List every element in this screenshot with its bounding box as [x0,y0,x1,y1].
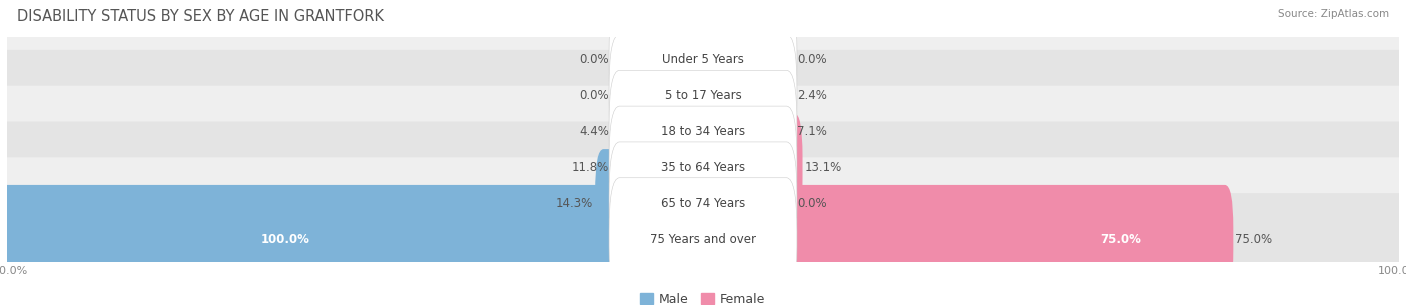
Text: 18 to 34 Years: 18 to 34 Years [661,125,745,138]
FancyBboxPatch shape [609,142,797,264]
Text: 0.0%: 0.0% [797,53,827,66]
Text: 75.0%: 75.0% [1236,232,1272,246]
FancyBboxPatch shape [0,50,1406,142]
FancyBboxPatch shape [0,86,1406,178]
Text: 11.8%: 11.8% [572,161,609,174]
FancyBboxPatch shape [613,113,711,221]
FancyBboxPatch shape [595,149,628,257]
Text: 35 to 64 Years: 35 to 64 Years [661,161,745,174]
Text: 4.4%: 4.4% [579,125,609,138]
Text: DISABILITY STATUS BY SEX BY AGE IN GRANTFORK: DISABILITY STATUS BY SEX BY AGE IN GRANT… [17,9,384,24]
FancyBboxPatch shape [664,77,711,186]
FancyBboxPatch shape [0,185,628,293]
Text: 75 Years and over: 75 Years and over [650,232,756,246]
Text: 0.0%: 0.0% [797,197,827,210]
FancyBboxPatch shape [0,14,1406,106]
Text: 13.1%: 13.1% [804,161,842,174]
FancyBboxPatch shape [609,70,797,193]
FancyBboxPatch shape [695,41,728,150]
FancyBboxPatch shape [0,121,1406,213]
FancyBboxPatch shape [778,185,1233,293]
Text: 5 to 17 Years: 5 to 17 Years [665,89,741,102]
Text: 7.1%: 7.1% [797,125,827,138]
FancyBboxPatch shape [609,178,797,300]
Text: Source: ZipAtlas.com: Source: ZipAtlas.com [1278,9,1389,19]
Text: Under 5 Years: Under 5 Years [662,53,744,66]
Text: 0.0%: 0.0% [579,53,609,66]
Text: 75.0%: 75.0% [1099,232,1142,246]
FancyBboxPatch shape [609,106,797,229]
Text: 65 to 74 Years: 65 to 74 Years [661,197,745,210]
FancyBboxPatch shape [695,77,761,186]
Text: 0.0%: 0.0% [579,89,609,102]
Text: 100.0%: 100.0% [262,232,309,246]
FancyBboxPatch shape [0,193,1406,285]
FancyBboxPatch shape [609,34,797,157]
FancyBboxPatch shape [778,113,803,221]
FancyBboxPatch shape [609,0,797,121]
FancyBboxPatch shape [0,157,1406,249]
Legend: Male, Female: Male, Female [641,293,765,305]
Text: 2.4%: 2.4% [797,89,827,102]
Text: 14.3%: 14.3% [555,197,593,210]
